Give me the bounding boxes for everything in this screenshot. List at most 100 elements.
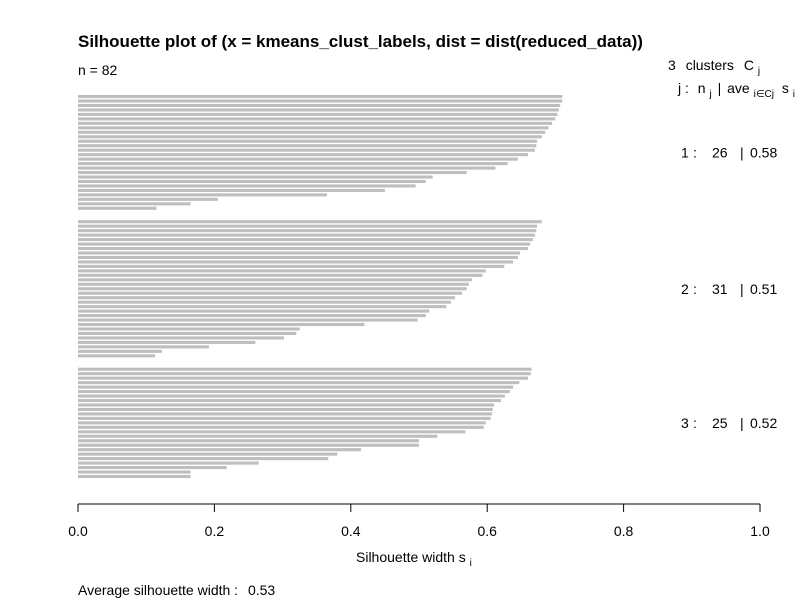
cluster-label: 1:26 | 0.58	[681, 144, 777, 160]
x-axis-label-main: Silhouette width s	[356, 549, 466, 565]
chart-title: Silhouette plot of (x = kmeans_clust_lab…	[78, 32, 643, 51]
silhouette-bar	[78, 264, 505, 268]
s-subscript: i	[793, 89, 795, 100]
silhouette-bar	[78, 466, 227, 470]
ave-subscript: i∈Cj	[754, 89, 774, 100]
x-axis-label: Silhouette width s i	[356, 549, 472, 569]
c-subscript: j	[757, 66, 760, 77]
silhouette-bar	[78, 255, 518, 260]
silhouette-bar	[78, 188, 385, 192]
silhouette-bar	[78, 121, 552, 125]
silhouette-bar	[78, 202, 191, 206]
clusters-header: 3 clusters C j	[668, 57, 760, 77]
silhouette-bar	[78, 322, 365, 327]
silhouette-bar	[78, 260, 514, 264]
x-ticks-group: 0.0 0.2 0.4 0.6 0.8 1.0	[68, 504, 770, 539]
silhouette-bar	[78, 238, 533, 242]
n-symbol: n	[698, 80, 706, 96]
n-label: n = 82	[78, 62, 118, 78]
silhouette-bar	[78, 144, 537, 148]
cluster-id: 3	[681, 415, 689, 431]
x-tick-label: 1.0	[750, 523, 770, 539]
cluster-size: 31	[712, 281, 728, 297]
silhouette-bar	[78, 282, 469, 286]
silhouette-bar	[78, 184, 416, 188]
silhouette-bar	[78, 381, 520, 385]
s-symbol: s	[782, 80, 789, 96]
silhouette-bar	[78, 103, 561, 108]
silhouette-bar	[78, 452, 338, 456]
silhouette-bar	[78, 367, 532, 371]
silhouette-bar	[78, 390, 510, 394]
silhouette-bar	[78, 443, 419, 447]
silhouette-bar	[78, 470, 191, 474]
silhouette-bar	[78, 229, 537, 233]
cluster-colon: :	[693, 144, 697, 160]
cluster-colon: :	[693, 281, 697, 297]
silhouette-bar	[78, 193, 327, 197]
cluster-labels-group: 1:26 | 0.582:31 | 0.513:25 | 0.52	[681, 144, 777, 431]
silhouette-bar	[78, 126, 549, 130]
silhouette-bar	[78, 112, 558, 116]
silhouette-bar	[78, 197, 218, 201]
silhouette-bar	[78, 170, 467, 175]
separator: |	[718, 80, 722, 96]
cluster-separator: |	[740, 281, 744, 297]
silhouette-bar	[78, 135, 542, 139]
silhouette-bar	[78, 139, 537, 143]
x-tick-label: 0.8	[614, 523, 634, 539]
silhouette-bar	[78, 425, 484, 429]
silhouette-bar	[78, 108, 559, 112]
cluster-label: 3:25 | 0.52	[681, 415, 777, 431]
j-prefix: j :	[677, 80, 689, 96]
silhouette-bar	[78, 314, 426, 318]
x-tick-label: 0.6	[477, 523, 497, 539]
silhouette-bar	[78, 224, 537, 228]
cluster-size: 26	[712, 144, 728, 160]
silhouette-bar	[78, 278, 473, 282]
silhouette-bar	[78, 157, 518, 161]
x-tick-label: 0.0	[68, 523, 88, 539]
cluster-count: 3	[668, 57, 676, 73]
silhouette-bar	[78, 345, 209, 349]
cluster-colon: :	[693, 415, 697, 431]
silhouette-bar	[78, 291, 462, 295]
x-tick-label: 0.4	[341, 523, 361, 539]
silhouette-bar	[78, 457, 329, 461]
c-symbol: C	[744, 57, 754, 73]
silhouette-bar	[78, 416, 491, 420]
silhouette-bar	[78, 318, 418, 322]
silhouette-bar	[78, 246, 529, 251]
cluster-separator: |	[740, 144, 744, 160]
cluster-average: 0.58	[750, 144, 777, 160]
cluster-id: 1	[681, 144, 689, 160]
silhouette-bar	[78, 349, 162, 353]
silhouette-bar	[78, 206, 157, 210]
silhouette-bar	[78, 162, 508, 166]
silhouette-bar	[78, 430, 466, 434]
cluster-average: 0.51	[750, 281, 777, 297]
average-silhouette-value: 0.53	[248, 582, 275, 598]
silhouette-bar	[78, 273, 483, 277]
silhouette-bar	[78, 340, 256, 344]
silhouette-bar	[78, 296, 456, 300]
cluster-label: 2:31 | 0.51	[681, 281, 777, 297]
silhouette-bar	[78, 372, 531, 376]
silhouette-bar	[78, 403, 495, 407]
silhouette-bar	[78, 242, 531, 246]
n-subscript: j	[708, 89, 711, 100]
silhouette-bar	[78, 300, 452, 304]
silhouette-bar	[78, 175, 433, 179]
silhouette-bar	[78, 305, 447, 309]
silhouette-bar	[78, 179, 426, 184]
x-tick-label: 0.2	[205, 523, 225, 539]
silhouette-bar	[78, 385, 514, 389]
clusters-word: clusters	[686, 57, 734, 73]
silhouette-bar	[78, 220, 542, 224]
silhouette-bar	[78, 354, 156, 358]
silhouette-bar	[78, 421, 486, 425]
average-silhouette-footer: Average silhouette width : 0.53	[78, 582, 275, 598]
silhouette-bar	[78, 95, 563, 99]
silhouette-bar	[78, 117, 556, 121]
